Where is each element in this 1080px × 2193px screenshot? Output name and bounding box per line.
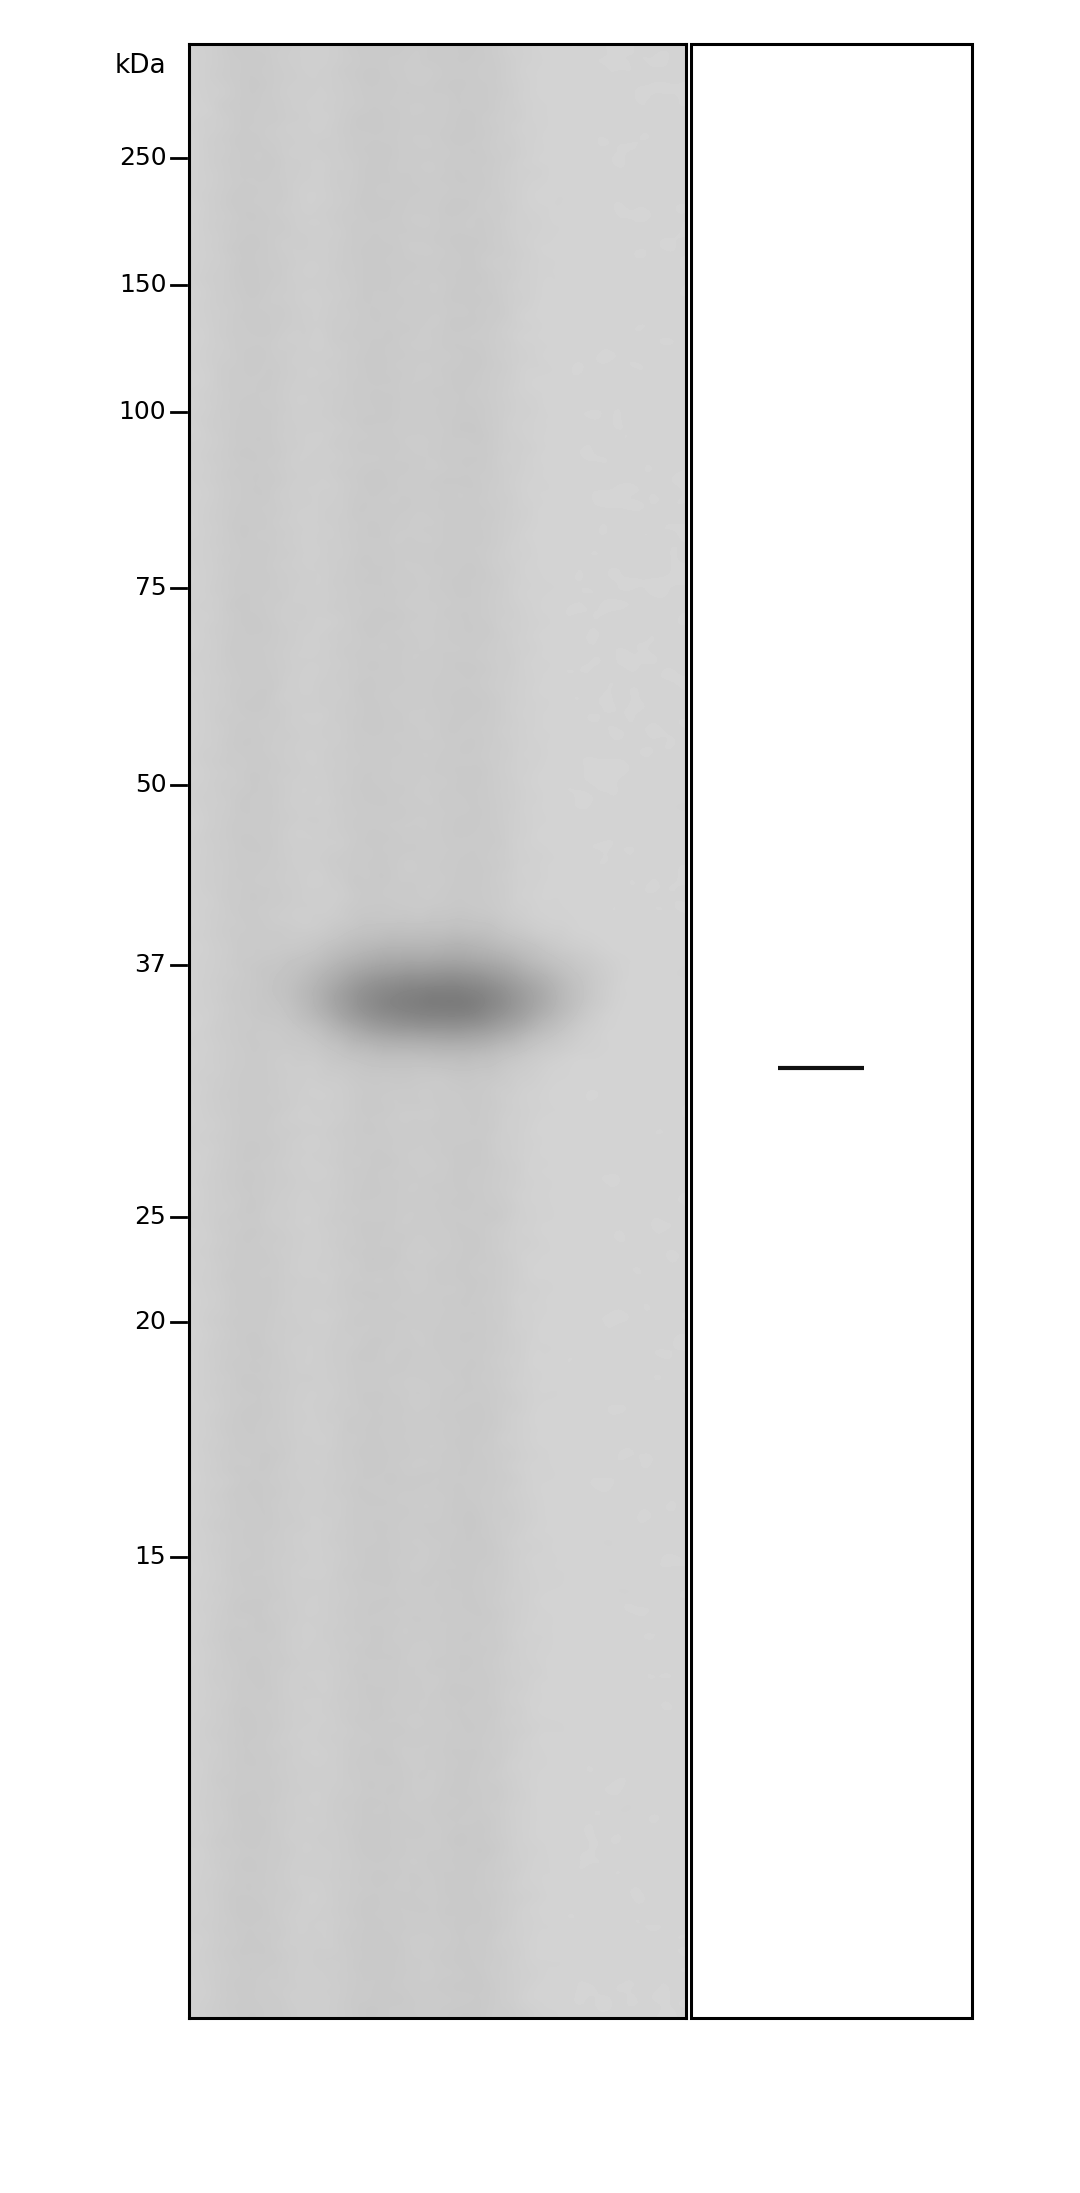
Text: 75: 75 <box>135 577 166 599</box>
Text: 100: 100 <box>119 401 166 423</box>
Text: 150: 150 <box>119 274 166 296</box>
Text: 250: 250 <box>119 147 166 169</box>
Text: kDa: kDa <box>114 53 166 79</box>
Bar <box>691 44 972 2018</box>
Text: 20: 20 <box>134 1311 166 1333</box>
Text: 15: 15 <box>135 1546 166 1568</box>
Text: 37: 37 <box>135 954 166 976</box>
Text: 50: 50 <box>135 774 166 796</box>
Text: 25: 25 <box>135 1206 166 1228</box>
